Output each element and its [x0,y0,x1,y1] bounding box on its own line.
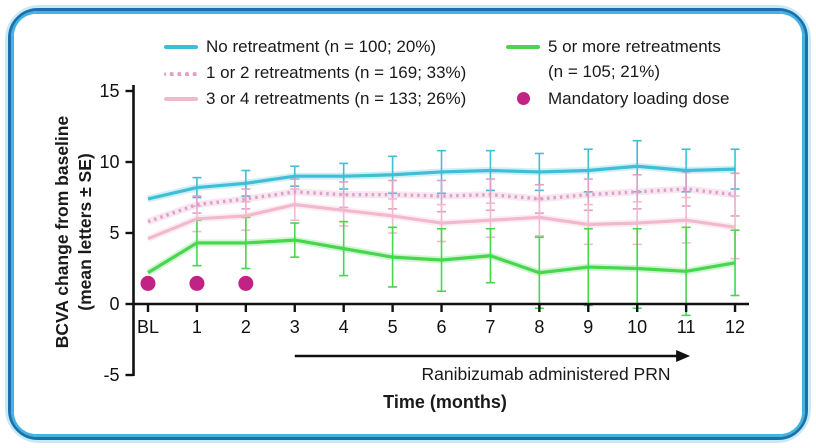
frame-glow [5,5,811,443]
svg-text:BL: BL [137,317,159,337]
svg-text:3: 3 [290,317,300,337]
svg-text:4: 4 [339,317,349,337]
legend-line-3-or-4-retreatments-icon [164,97,198,101]
legend-label-mandatory-loading-dose: Mandatory loading dose [548,89,730,108]
legend-line-5-or-more-retreatments-icon [506,45,540,49]
svg-text:5: 5 [388,317,398,337]
svg-text:0: 0 [109,294,119,314]
frame-mid [11,11,805,437]
svg-text:7: 7 [485,317,495,337]
y-axis-title-line1: BCVA change from baseline [52,115,72,349]
legend-loading-dose-dot-icon [517,92,530,105]
legend-label-no-retreatment: No retreatment (n = 100; 20%) [206,37,437,56]
svg-text:9: 9 [583,317,593,337]
legend-line-no-retreatment-icon [164,45,198,49]
svg-text:11: 11 [677,317,696,337]
x-axis-title: Time (months) [383,392,507,412]
svg-text:-5: -5 [103,365,119,385]
legend-label-5-or-more-retreatments-line2: (n = 105; 21%) [548,62,660,81]
svg-text:10: 10 [99,152,119,172]
y-axis-title: BCVA change from baseline (mean letters … [51,82,97,382]
svg-text:6: 6 [437,317,447,337]
frame-outer [8,8,808,440]
frame-inner [14,14,802,434]
legend-label-5-or-more-retreatments-line1: 5 or more retreatments [548,37,721,56]
legend-label-1-or-2-retreatments: 1 or 2 retreatments (n = 169; 33%) [206,63,467,82]
svg-text:5: 5 [109,223,119,243]
svg-text:8: 8 [534,317,544,337]
legend-line-1-or-2-retreatments-icon [164,72,198,76]
y-axis-title-line2: (mean letters ± SE) [75,153,95,311]
svg-text:2: 2 [241,317,251,337]
svg-text:10: 10 [627,317,647,337]
legend-label-3-or-4-retreatments: 3 or 4 retreatments (n = 133; 26%) [206,89,467,108]
svg-text:15: 15 [99,81,119,101]
svg-text:1: 1 [192,317,202,337]
prn-annotation-text: Ranibizumab administered PRN [421,364,671,384]
svg-text:12: 12 [725,317,745,337]
